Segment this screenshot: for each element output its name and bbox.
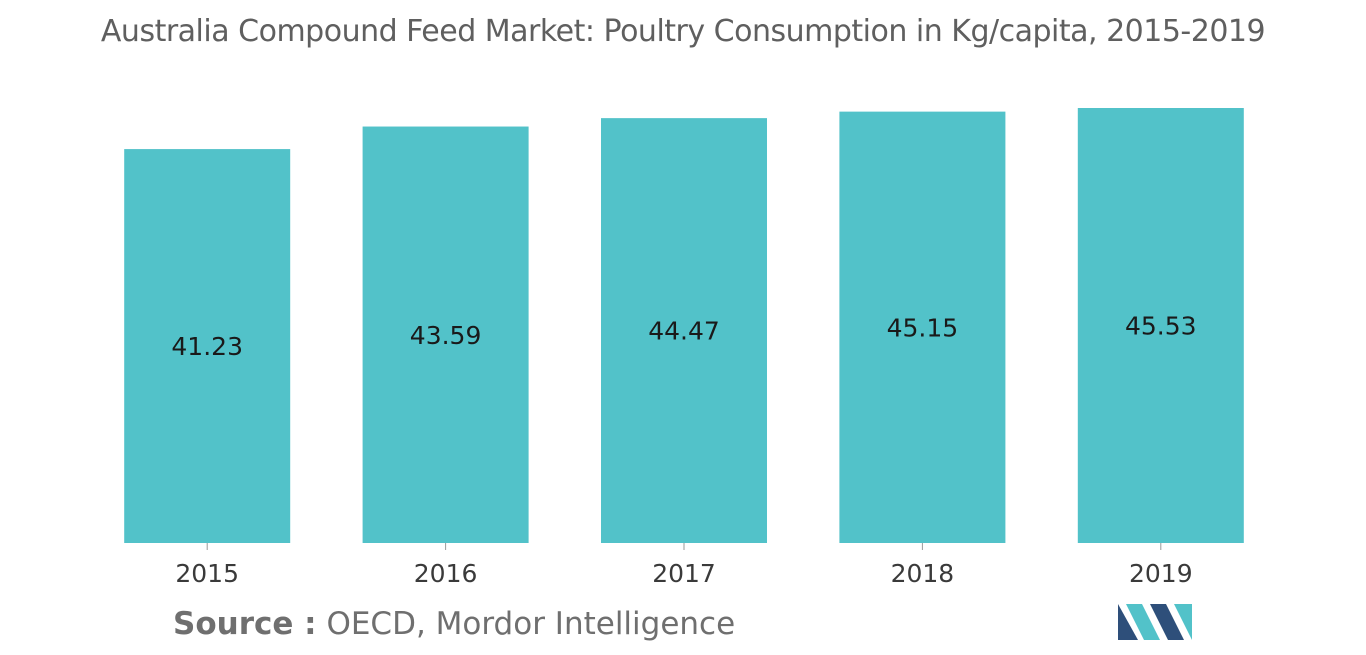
bar-2017 [601,118,767,544]
bars-group [124,108,1244,544]
chart-title: Australia Compound Feed Market: Poultry … [100,14,1266,49]
x-tick-label-2016: 2016 [414,559,478,588]
data-label-2018: 45.15 [887,313,959,342]
bar-2016 [362,126,529,543]
x-tick-label-2018: 2018 [891,559,955,588]
source-text: OECD, Mordor Intelligence [326,606,736,642]
bar-2019 [1077,108,1244,543]
mordor-intelligence-logo-icon [1118,604,1192,640]
data-label-2015: 41.23 [171,332,243,361]
data-label-2019: 45.53 [1125,312,1197,341]
source-note: Source : OECD, Mordor Intelligence [173,606,735,642]
x-tick-label-2015: 2015 [175,559,239,588]
bar-2015 [124,149,291,543]
x-tick-label-2019: 2019 [1129,559,1193,588]
data-label-2017: 44.47 [648,317,720,346]
x-axis-ticks-group: 2015 2016 2017 2018 2019 [175,543,1193,588]
x-tick-label-2017: 2017 [652,559,716,588]
data-label-2016: 43.59 [410,321,482,350]
source-label: Source : [173,606,317,642]
bar-2018 [839,111,1006,544]
value-labels-group: 41.23 43.59 44.47 45.15 45.53 [171,312,1196,362]
